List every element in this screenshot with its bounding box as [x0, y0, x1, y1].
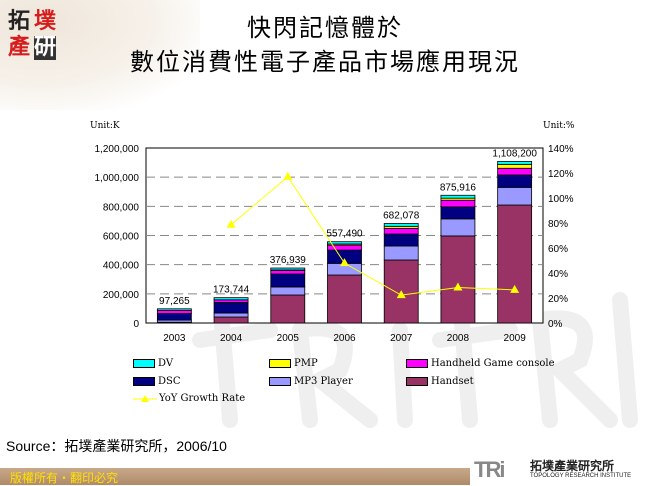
bar-segment-handheld-game-console — [441, 200, 475, 207]
x-tick-label: 2006 — [333, 333, 356, 344]
stacked-bar-chart: 0 200,000 400,000 600,000 800,000 1,000,000 1,… — [0, 0, 650, 420]
legend-growth: YoY Growth Rate — [133, 393, 245, 404]
bar-segment-mp3-player — [441, 219, 475, 236]
y2-tick-label: 0% — [548, 319, 563, 330]
legend-label: PMP — [294, 358, 318, 369]
total-label: 97,265 — [159, 296, 190, 307]
bar-segment-mp3-player — [498, 187, 532, 205]
bar-segment-mp3-player — [214, 313, 248, 317]
legend-swatch — [269, 359, 291, 368]
legend-dsc: DSC — [133, 376, 181, 387]
org-name-en: TOPOLOGY RESEARCH INSTITUTE — [530, 473, 631, 479]
x-tick-label: 2008 — [447, 333, 470, 344]
bar-segment-dv — [384, 224, 418, 227]
bar-segment-dsc — [498, 175, 532, 187]
tri-logo: TRi 拓墣產業研究所 TOPOLOGY RESEARCH INSTITUTE — [470, 455, 650, 485]
y-tick-label: 200,000 — [103, 290, 140, 301]
legend-swatch — [406, 377, 428, 386]
total-label: 376,939 — [270, 255, 307, 266]
legend-label: YoY Growth Rate — [159, 393, 245, 404]
x-tick-label: 2003 — [163, 333, 186, 344]
triangle-marker-icon — [133, 394, 157, 404]
legend-label: DSC — [158, 376, 181, 387]
org-name-cn: 拓墣產業研究所 — [530, 457, 614, 474]
y2-tick-label: 20% — [548, 294, 568, 305]
total-label: 1,108,200 — [492, 148, 537, 159]
y2-tick-label: 40% — [548, 269, 568, 280]
bar-segment-handheld-game-console — [498, 168, 532, 175]
legend-label: Handheld Game console — [431, 358, 555, 369]
bar-segment-mp3-player — [271, 287, 305, 295]
legend-label: DV — [158, 358, 173, 369]
bar-segment-dv — [271, 268, 305, 270]
bar-segment-dsc — [384, 234, 418, 246]
bar-segment-dv — [328, 242, 362, 244]
y2-axis-unit: Unit:% — [543, 121, 575, 131]
legend-label: Handset — [431, 376, 474, 387]
legend-dv: DV — [133, 358, 173, 369]
legend-swatch — [133, 377, 155, 386]
copyright-text: 版權所有・翻印必究 — [10, 469, 118, 486]
total-label: 682,078 — [383, 211, 420, 222]
bar-segment-handheld-game-console — [271, 270, 305, 274]
y2-tick-label: 100% — [548, 194, 574, 205]
y2-tick-label: 60% — [548, 244, 568, 255]
x-tick-label: 2005 — [277, 333, 300, 344]
legend-label: MP3 Player — [294, 376, 353, 387]
bar-segment-handset — [271, 295, 305, 323]
y-tick-label: 800,000 — [103, 202, 140, 213]
bar-segment-dsc — [271, 274, 305, 287]
bar-segment-dv — [441, 195, 475, 198]
x-tick-label: 2004 — [220, 333, 243, 344]
y2-tick-label: 120% — [548, 169, 574, 180]
y-tick-label: 600,000 — [103, 232, 140, 243]
bar-segment-handheld-game-console — [157, 310, 191, 313]
total-label: 557,490 — [326, 229, 363, 240]
legend-handheld: Handheld Game console — [406, 358, 555, 369]
bar-segment-dv — [214, 298, 248, 300]
y2-tick-label: 80% — [548, 219, 568, 230]
y-tick-label: 0 — [133, 319, 139, 330]
legend-pmp: PMP — [269, 358, 318, 369]
bar-segment-handset — [498, 205, 532, 323]
bar-segment-pmp — [498, 164, 532, 168]
legend-swatch — [269, 377, 291, 386]
bar-segment-dsc — [214, 302, 248, 313]
bar-segment-dsc — [157, 314, 191, 321]
tri-logo-letters: TRi — [474, 457, 503, 483]
x-tick-label: 2009 — [504, 333, 527, 344]
total-label: 875,916 — [440, 182, 477, 193]
source-note: Source：拓墣產業研究所，2006/10 — [6, 436, 227, 456]
bar-segment-mp3-player — [384, 246, 418, 260]
bar-segment-dv — [157, 309, 191, 310]
bar-segment-dsc — [441, 207, 475, 219]
bar-segment-handset — [441, 236, 475, 323]
legend-swatch — [406, 359, 428, 368]
legend-handset: Handset — [406, 376, 474, 387]
y-tick-label: 1,200,000 — [95, 144, 140, 155]
y-tick-label: 400,000 — [103, 261, 140, 272]
bar-segment-dv — [498, 161, 532, 164]
y-axis-unit: Unit:K — [90, 121, 120, 131]
total-label: 173,744 — [213, 285, 250, 296]
bar-segment-handheld-game-console — [384, 228, 418, 234]
bar-segment-handset — [328, 275, 362, 323]
y-tick-label: 1,000,000 — [95, 173, 140, 184]
y2-tick-label: 140% — [548, 144, 574, 155]
legend-swatch — [133, 359, 155, 368]
legend-mp3: MP3 Player — [269, 376, 353, 387]
bar-segment-handset — [214, 317, 248, 323]
x-tick-label: 2007 — [390, 333, 413, 344]
